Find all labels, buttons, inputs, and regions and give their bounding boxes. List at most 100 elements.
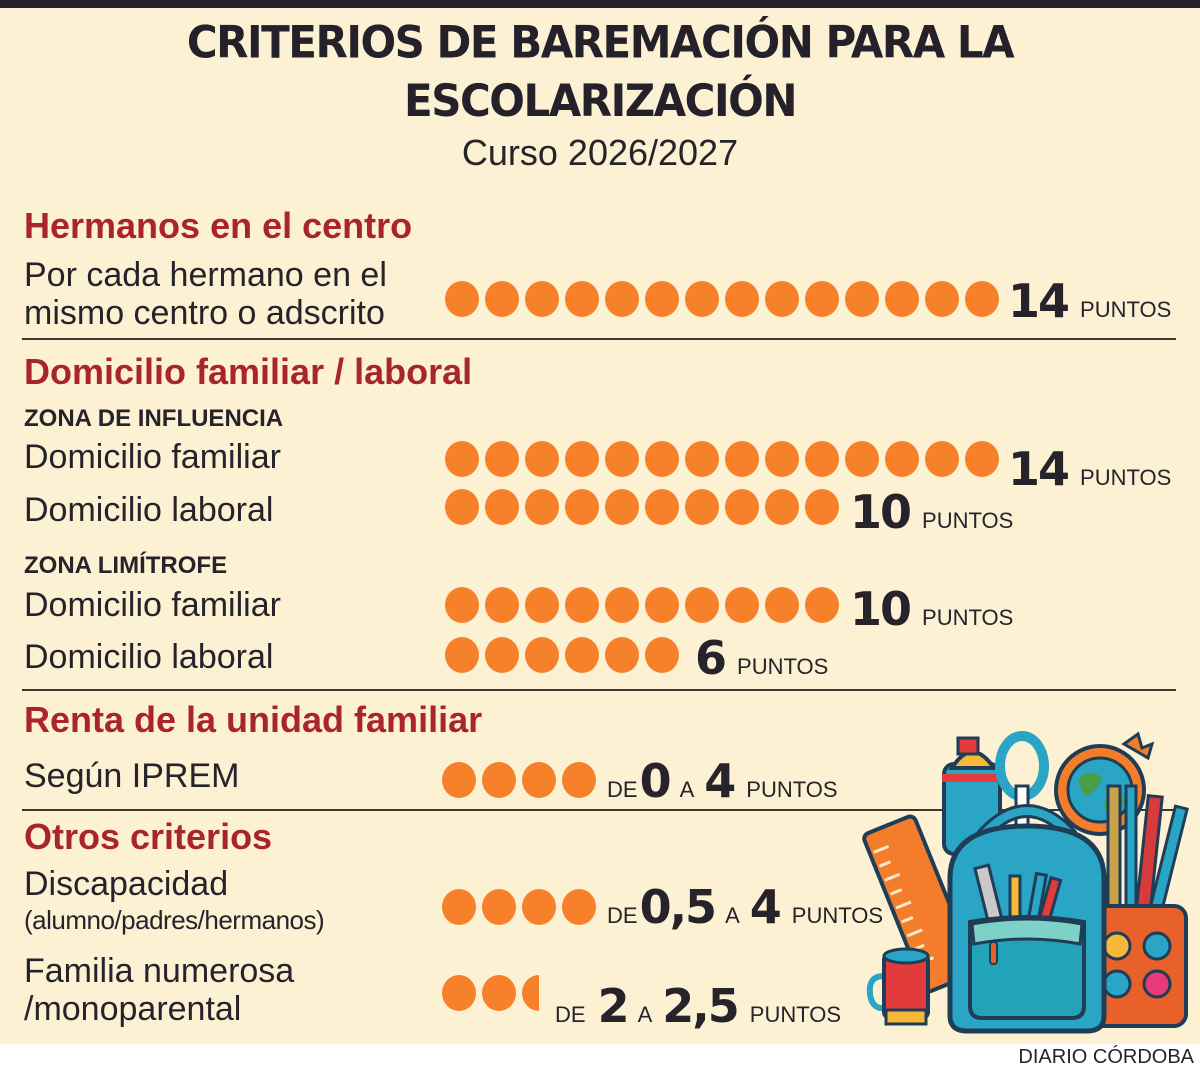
row-label-familia: Familia numerosa /monoparental [24, 952, 294, 1028]
point-dot-icon [605, 587, 639, 623]
row-label-iprem: Según IPREM [24, 757, 240, 795]
range-from-label: DE [555, 1002, 586, 1027]
point-dot-icon [965, 441, 999, 477]
points-discapacidad: DE 0,5 A 4 PUNTOS [607, 882, 883, 932]
point-dot-icon [725, 441, 759, 477]
point-dot-icon [645, 587, 679, 623]
dots-limitrofe-laboral [445, 637, 685, 673]
point-dot-icon [565, 489, 599, 525]
point-dot-icon [765, 281, 799, 317]
point-dot-icon [845, 281, 879, 317]
point-dot-icon [885, 441, 919, 477]
backpack-icon [947, 804, 1107, 1034]
point-dot-icon [765, 587, 799, 623]
point-dot-icon [565, 441, 599, 477]
point-dot-icon [645, 637, 679, 673]
range-max: 2,5 [662, 979, 739, 1033]
point-dot-icon [565, 281, 599, 317]
section-heading-renta: Renta de la unidad familiar [24, 699, 483, 740]
point-dot-icon [685, 281, 719, 317]
point-dot-icon [485, 281, 519, 317]
range-to-label: A [725, 903, 740, 928]
title-line-2: ESCOLARIZACIÓN [404, 75, 797, 127]
row-sublabel-discapacidad: (alumno/padres/hermanos) [24, 905, 325, 935]
point-dot-icon [685, 587, 719, 623]
points-unit: PUNTOS [791, 903, 884, 928]
point-dot-icon [805, 587, 839, 623]
source-credit: DIARIO CÓRDOBA [1018, 1046, 1194, 1068]
label-line-2: /monoparental [24, 990, 242, 1028]
point-dot-icon [685, 489, 719, 525]
page-title: CRITERIOS DE BAREMACIÓN PARA LA ESCOLARI… [0, 13, 1200, 131]
row-label-limitrofe-laboral: Domicilio laboral [24, 638, 274, 676]
point-dot-icon [565, 587, 599, 623]
points-unit: PUNTOS [1080, 465, 1172, 490]
point-dot-icon [525, 281, 559, 317]
divider [22, 809, 1176, 811]
point-dot-icon [925, 281, 959, 317]
point-dot-icon [885, 281, 919, 317]
point-dot-icon [482, 889, 516, 925]
backpack-illustration-icon [862, 731, 1189, 1034]
point-dot-icon [805, 441, 839, 477]
point-dot-icon [605, 489, 639, 525]
point-dot-icon [485, 637, 519, 673]
top-bar [0, 0, 1200, 8]
points-value: 14 [1008, 442, 1070, 496]
divider [22, 338, 1176, 340]
point-dot-icon [645, 489, 679, 525]
point-dot-icon [525, 441, 559, 477]
point-dot-icon [725, 489, 759, 525]
points-hermanos: 14 PUNTOS [1008, 276, 1171, 326]
dots-influencia-familiar [445, 441, 1005, 477]
range-from-label: DE [607, 777, 638, 802]
label-line-1: Familia numerosa [24, 952, 295, 990]
range-max: 4 [704, 754, 736, 808]
point-dot-icon [485, 587, 519, 623]
zone-label-influencia: ZONA DE INFLUENCIA [24, 405, 284, 432]
point-dot-icon [442, 889, 476, 925]
dots-iprem [442, 762, 602, 798]
point-dot-icon [562, 762, 596, 798]
points-iprem: DE 0 A 4 PUNTOS [607, 756, 838, 806]
point-dot-icon [925, 441, 959, 477]
point-dot-icon [645, 441, 679, 477]
point-dot-icon [445, 441, 479, 477]
points-familia: DE 2 A 2,5 PUNTOS [555, 981, 841, 1031]
point-dot-icon [562, 889, 596, 925]
point-dot-icon [525, 637, 559, 673]
dots-discapacidad [442, 889, 602, 925]
points-unit: PUNTOS [749, 1002, 842, 1027]
points-value: 10 [850, 582, 912, 636]
row-label-discapacidad: Discapacidad [24, 865, 229, 903]
row-label-influencia-laboral: Domicilio laboral [24, 491, 274, 529]
subtitle: Curso 2026/2027 [461, 132, 739, 173]
zone-label-limitrofe: ZONA LIMÍTROFE [24, 552, 228, 579]
row-label-limitrofe-familiar: Domicilio familiar [24, 586, 281, 624]
dots-hermanos [445, 281, 1005, 317]
point-dot-icon [685, 441, 719, 477]
point-dot-icon [725, 281, 759, 317]
point-dot-icon [645, 281, 679, 317]
points-unit: PUNTOS [922, 605, 1014, 630]
range-max: 4 [749, 880, 782, 934]
points-limitrofe-laboral: 6 PUNTOS [695, 633, 828, 683]
point-dot-icon [522, 889, 556, 925]
dots-influencia-laboral [445, 489, 845, 525]
point-dot-icon [482, 762, 516, 798]
range-min: 0,5 [639, 880, 717, 934]
point-dot-icon [805, 489, 839, 525]
point-dot-icon [522, 762, 556, 798]
point-dot-icon [445, 489, 479, 525]
point-dot-icon [965, 281, 999, 317]
divider [22, 689, 1176, 691]
section-heading-hermanos: Hermanos en el centro [24, 205, 413, 246]
points-influencia-laboral: 10 PUNTOS [850, 487, 1013, 537]
point-dot-icon [805, 281, 839, 317]
point-dot-icon [445, 281, 479, 317]
points-unit: PUNTOS [1080, 297, 1172, 322]
row-label-influencia-familiar: Domicilio familiar [24, 438, 281, 476]
mug-icon [866, 947, 930, 1026]
point-dot-icon [445, 587, 479, 623]
section-heading-otros: Otros criterios [24, 816, 273, 857]
